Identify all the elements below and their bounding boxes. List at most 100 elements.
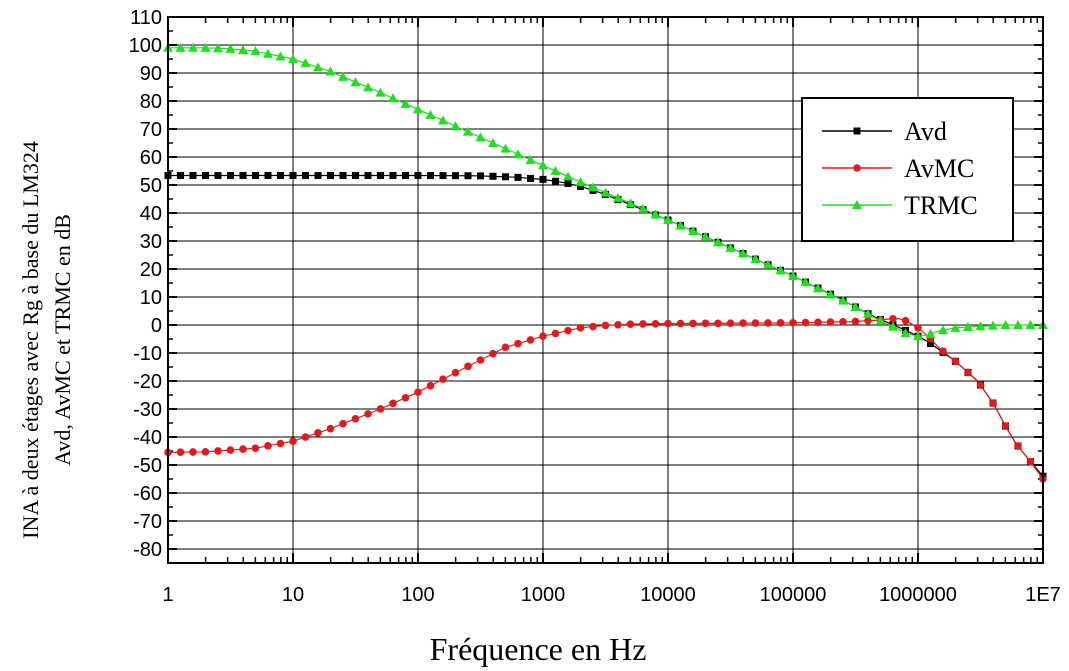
series-point-trmc	[738, 248, 748, 258]
series-point-avd	[427, 172, 434, 180]
series-point-avmc	[964, 368, 972, 377]
series-point-avmc	[239, 445, 247, 453]
series-point-trmc	[975, 321, 986, 331]
series-point-avmc	[789, 318, 797, 327]
series-point-avd	[389, 171, 397, 179]
legend: Avd AvMC TRMC	[801, 97, 1014, 242]
series-point-avmc	[464, 362, 472, 371]
series-point-avmc	[689, 319, 697, 328]
x-tick-label: 1	[162, 584, 173, 606]
series-point-trmc	[700, 231, 711, 241]
series-point-trmc	[313, 62, 323, 72]
series-point-trmc	[338, 71, 348, 81]
series-avmc	[164, 314, 1047, 483]
y-tick-label: -80	[133, 539, 162, 561]
series-point-trmc	[475, 132, 486, 142]
series-point-avmc	[751, 319, 760, 327]
series-point-avmc	[939, 347, 947, 356]
series-point-avmc	[339, 419, 347, 428]
y-tick-label: 100	[129, 35, 162, 57]
series-point-trmc	[500, 143, 511, 153]
series-point-avmc	[214, 447, 222, 455]
series-point-avd	[514, 173, 522, 181]
x-tick-label: 1E7	[1025, 584, 1061, 606]
series-point-trmc	[888, 321, 898, 331]
series-point-trmc	[563, 171, 573, 181]
series-point-trmc	[400, 98, 411, 108]
series-point-trmc	[663, 215, 673, 224]
series-point-trmc	[875, 315, 886, 325]
series-point-trmc	[763, 259, 773, 269]
series-point-avd	[202, 171, 209, 179]
series-point-avmc	[289, 437, 297, 446]
series-point-trmc	[325, 66, 336, 76]
series-point-trmc	[363, 82, 373, 92]
series-point-trmc	[963, 322, 973, 332]
y-tick-label: -60	[133, 483, 162, 505]
series-point-trmc	[675, 220, 686, 230]
series-point-avmc	[501, 343, 510, 352]
legend-marker-avd	[853, 127, 861, 135]
series-point-avmc	[801, 318, 810, 327]
series-point-trmc	[838, 295, 848, 305]
series-point-avd	[177, 171, 184, 179]
series-point-avd	[539, 175, 547, 183]
series-point-avd	[252, 171, 259, 179]
y-tick-label: 90	[140, 63, 162, 85]
series-point-avd	[239, 171, 247, 179]
series-point-trmc	[913, 331, 923, 341]
series-point-avmc	[189, 448, 197, 456]
series-point-trmc	[425, 109, 436, 119]
series-point-trmc	[825, 289, 836, 299]
series-point-trmc	[1013, 320, 1023, 329]
series-point-trmc	[225, 43, 236, 53]
series-point-trmc	[988, 320, 998, 330]
series-point-avd	[927, 340, 934, 348]
series-point-avd	[364, 171, 372, 179]
series-point-trmc	[650, 209, 661, 219]
series-point-avmc	[576, 324, 585, 332]
series-point-trmc	[638, 203, 648, 213]
series-point-trmc	[750, 254, 761, 264]
series-point-avmc	[364, 410, 372, 418]
series-point-avmc	[589, 322, 597, 331]
series-point-trmc	[1000, 320, 1011, 329]
series-point-trmc	[238, 45, 248, 55]
series-point-trmc	[463, 126, 473, 136]
x-tick-label: 1000	[521, 584, 566, 606]
series-point-trmc	[175, 42, 186, 52]
y-tick-label: 80	[140, 91, 162, 113]
x-tick-label: 10000	[640, 584, 696, 606]
series-point-trmc	[300, 58, 311, 68]
series-point-avmc	[551, 329, 560, 338]
series-point-trmc	[188, 42, 198, 52]
series-point-trmc	[200, 42, 211, 52]
series-point-avmc	[851, 317, 860, 326]
series-point-avmc	[901, 316, 910, 325]
series-point-trmc	[438, 115, 448, 125]
series-point-avmc	[176, 448, 185, 457]
series-point-avd	[289, 171, 297, 179]
series-point-trmc	[863, 308, 873, 318]
series-point-trmc	[250, 46, 261, 56]
series-point-avmc	[351, 415, 360, 423]
series-point-avmc	[401, 393, 410, 402]
series-point-avmc	[764, 319, 772, 327]
series-point-trmc	[725, 242, 736, 252]
series-point-avd	[414, 171, 422, 179]
series-point-avd	[402, 171, 409, 179]
series-point-avmc	[539, 332, 547, 341]
series-point-trmc	[600, 187, 611, 197]
series-point-trmc	[900, 328, 911, 338]
plot-frame	[167, 16, 1044, 564]
series-point-trmc	[950, 322, 961, 332]
series-point-avd	[327, 171, 334, 179]
series-point-trmc	[850, 301, 861, 311]
series-point-avmc	[814, 318, 822, 327]
x-tick-label: 100	[401, 584, 434, 606]
series-point-avd	[452, 172, 459, 180]
series-point-trmc	[488, 138, 498, 148]
series-point-avd	[464, 172, 472, 180]
series-point-avd	[302, 171, 309, 179]
